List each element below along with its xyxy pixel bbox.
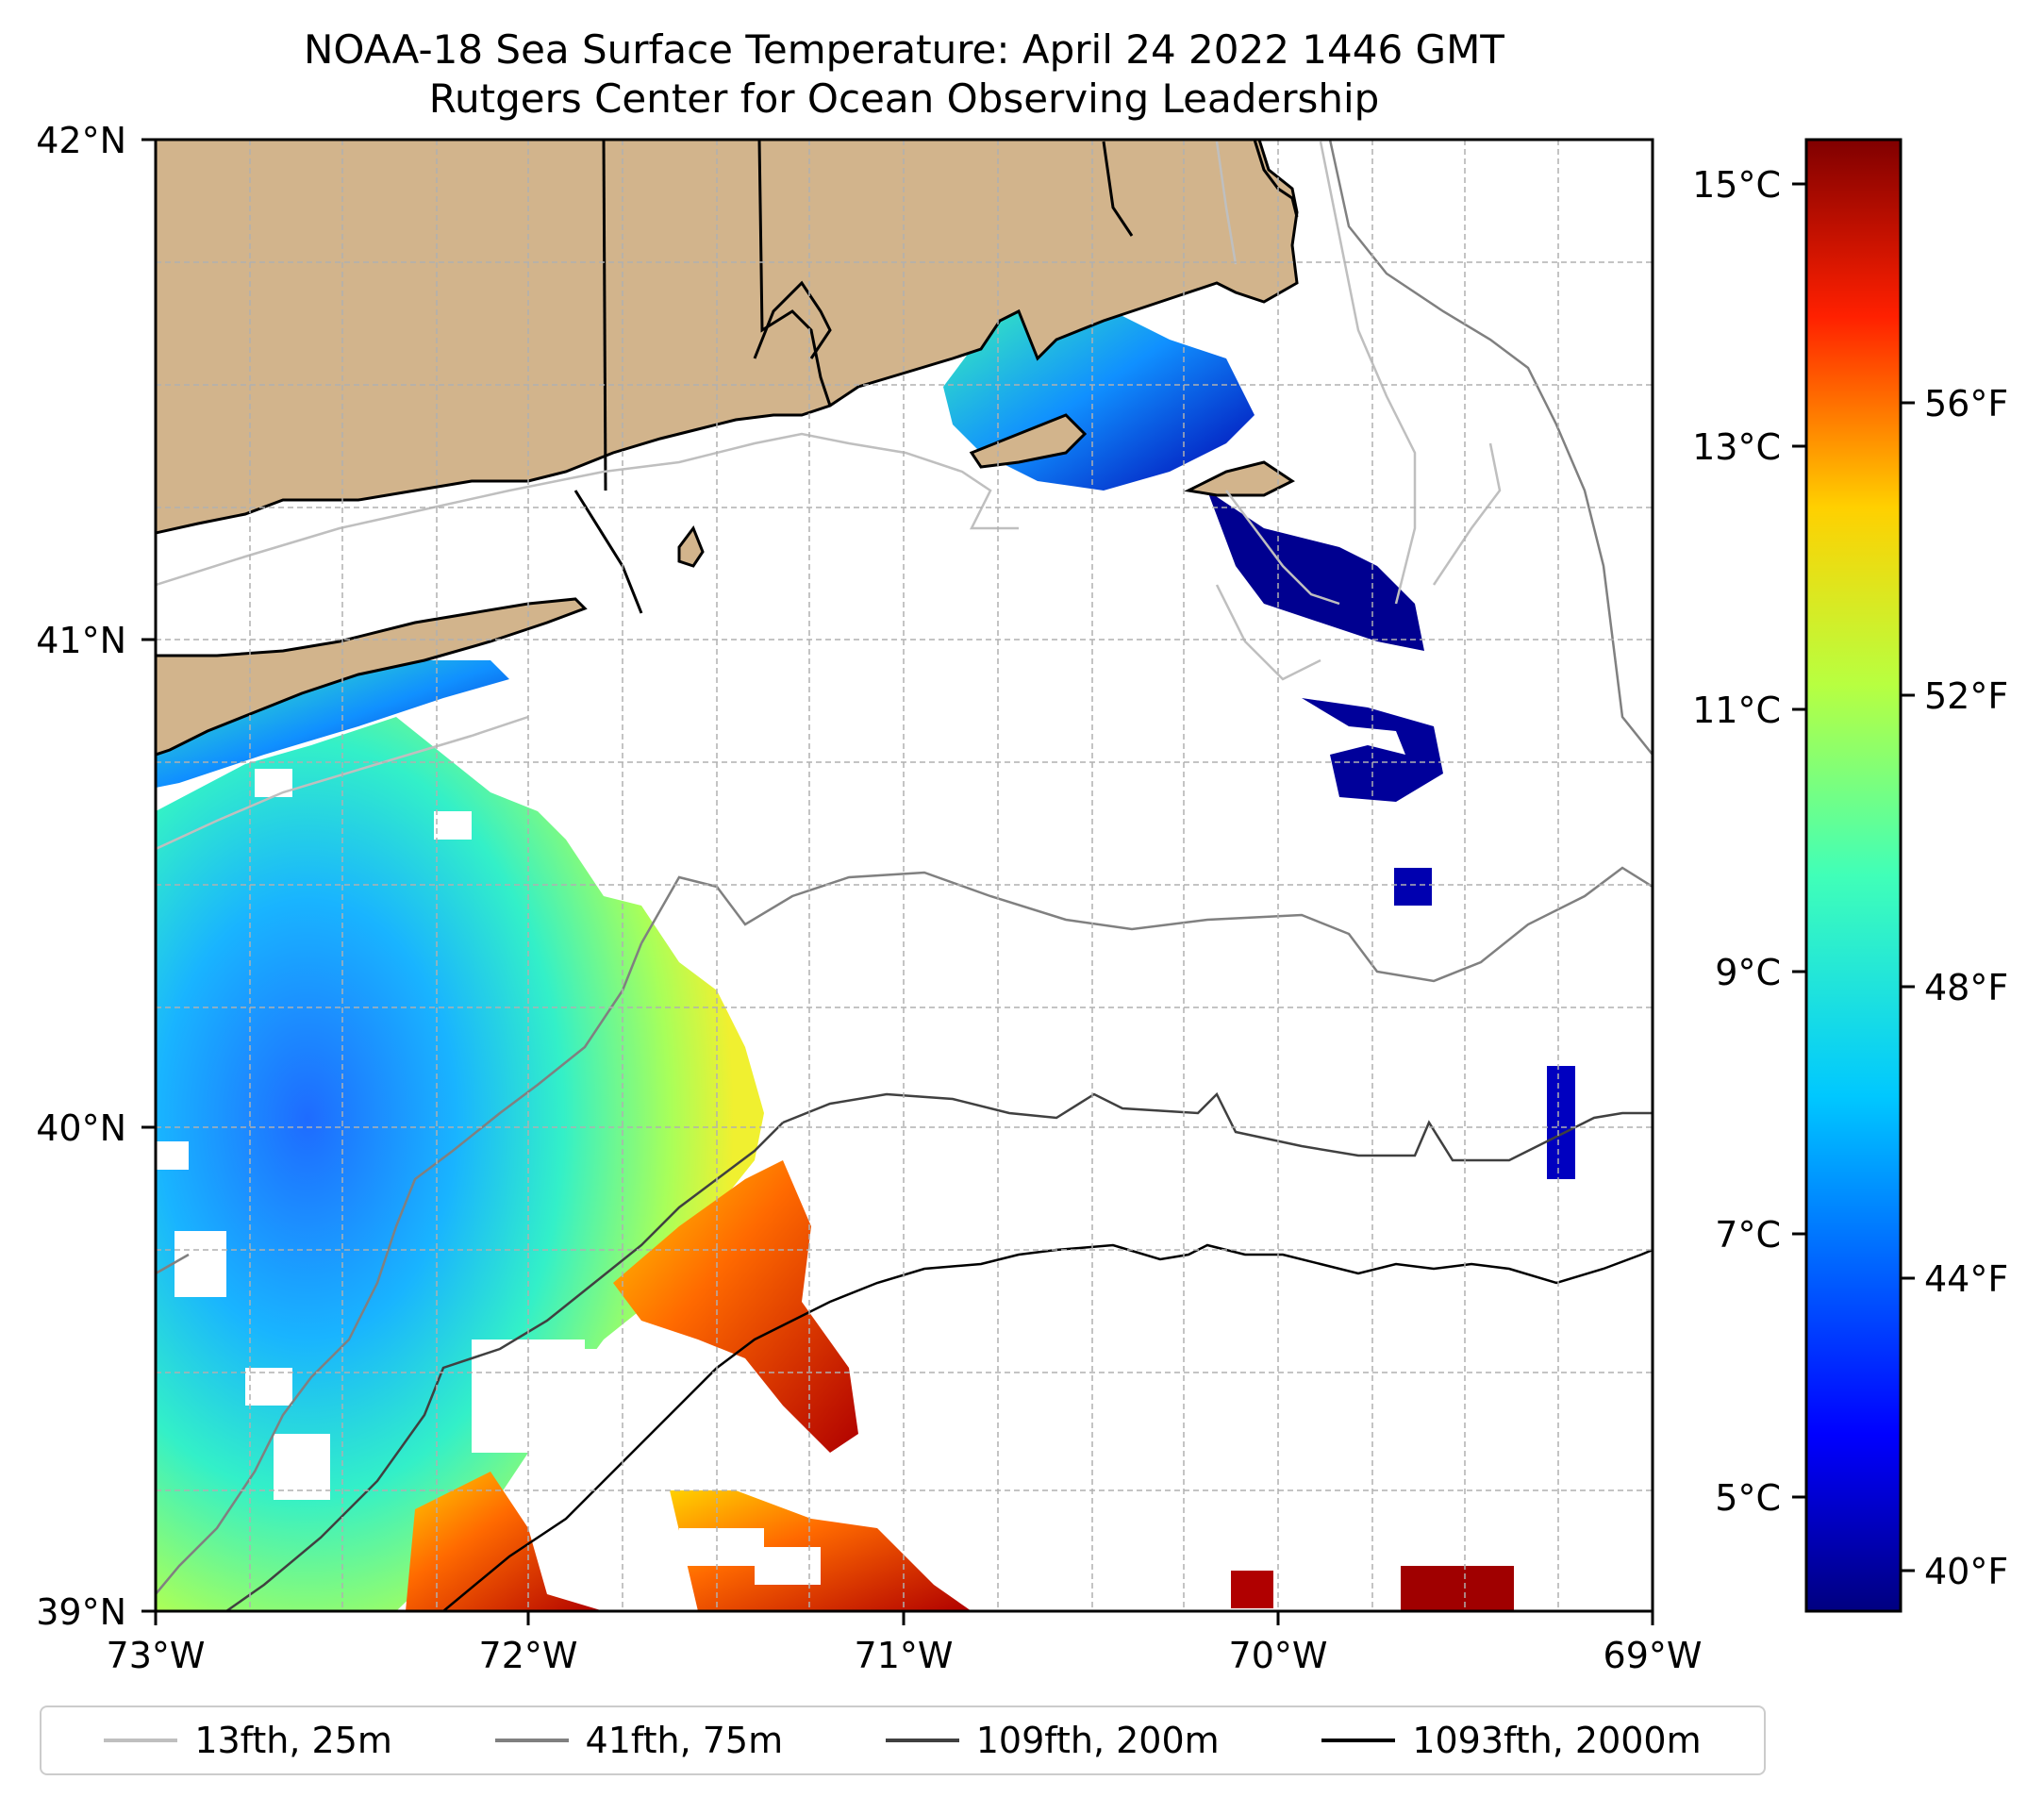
lat-label-41n: 41°N [36, 620, 126, 661]
sst-patch-long-island [156, 660, 509, 788]
colorbar-label-52f: 52°F [1924, 675, 2008, 717]
sst-patch-small-2 [1547, 1066, 1575, 1179]
legend-swatch-2000m [1321, 1739, 1396, 1742]
isobath-2000m [442, 1243, 1653, 1611]
legend-label-75m: 41fth, 75m [585, 1720, 784, 1761]
legend-item-2000m: 1093fth, 2000m [1321, 1720, 1702, 1761]
chart-title-line-1: NOAA-18 Sea Surface Temperature: April 2… [304, 26, 1504, 73]
colorbar-label-15c: 15°C [1692, 164, 1781, 206]
colorbar-label-48f: 48°F [1924, 967, 2008, 1008]
legend-label-25m: 13fth, 25m [194, 1720, 392, 1761]
land-marthas-vineyard [969, 413, 1088, 469]
legend-item-200m: 109fth, 200m [885, 1720, 1220, 1761]
sst-patch-warm-east-2 [1231, 1571, 1273, 1608]
colorbar-label-56f: 56°F [1924, 383, 2008, 424]
lon-label-72w: 72°W [479, 1635, 578, 1676]
lon-label-69w: 69°W [1604, 1635, 1703, 1676]
colorbar [1804, 138, 1903, 1613]
colorbar-fahrenheit-ticks [1901, 401, 1915, 1572]
lon-label-70w: 70°W [1229, 1635, 1328, 1676]
chart-title-line-2: Rutgers Center for Ocean Observing Leade… [428, 75, 1380, 122]
lat-label-40n: 40°N [36, 1107, 126, 1149]
lat-label-42n: 42°N [36, 120, 126, 161]
legend-swatch-25m [104, 1739, 178, 1742]
lon-label-73w: 73°W [107, 1635, 206, 1676]
colorbar-label-7c: 7°C [1715, 1214, 1781, 1256]
isobath-25m [156, 141, 1502, 851]
sst-patch-shelf [156, 717, 764, 1611]
sst-patch-warm-east [1401, 1566, 1514, 1611]
sst-patch-ring [1302, 698, 1443, 802]
land-nantucket [1184, 460, 1295, 497]
lat-label-39n: 39°N [36, 1591, 126, 1633]
legend-label-200m: 109fth, 200m [975, 1720, 1220, 1761]
lat-axis [141, 138, 156, 1613]
colorbar-label-40f: 40°F [1924, 1551, 2008, 1592]
colorbar-label-5c: 5°C [1715, 1477, 1781, 1519]
legend-label-2000m: 1093fth, 2000m [1412, 1720, 1702, 1761]
sst-patch-warm-core [613, 1160, 858, 1453]
land-long-island [156, 597, 588, 757]
colorbar-label-13c: 13°C [1692, 426, 1781, 468]
sst-patch-georges-bank [1207, 491, 1424, 651]
legend-swatch-200m [885, 1739, 959, 1742]
legend-item-75m: 41fth, 75m [494, 1720, 784, 1761]
legend-item-25m: 13fth, 25m [104, 1720, 392, 1761]
isobath-200m [225, 1091, 1653, 1611]
colorbar-celsius-ticks [1792, 182, 1806, 1499]
lon-label-71w: 71°W [855, 1635, 954, 1676]
land-block-island [677, 524, 705, 568]
land-connecticut-massachusetts [156, 140, 1299, 535]
lon-axis [154, 1611, 1654, 1625]
legend-swatch-75m [494, 1739, 569, 1742]
sst-patch-small-1 [1394, 868, 1432, 906]
coast-details [573, 140, 1299, 614]
colorbar-label-11c: 11°C [1692, 690, 1781, 731]
colorbar-label-9c: 9°C [1715, 952, 1781, 993]
isobath-75m [156, 140, 1653, 1595]
colorbar-label-44f: 44°F [1924, 1258, 2008, 1300]
sst-patch-warm-south [406, 1472, 604, 1611]
grid [156, 140, 1653, 1611]
isobath-legend: 13fth, 25m 41fth, 75m 109fth, 200m 1093f… [40, 1705, 1766, 1775]
